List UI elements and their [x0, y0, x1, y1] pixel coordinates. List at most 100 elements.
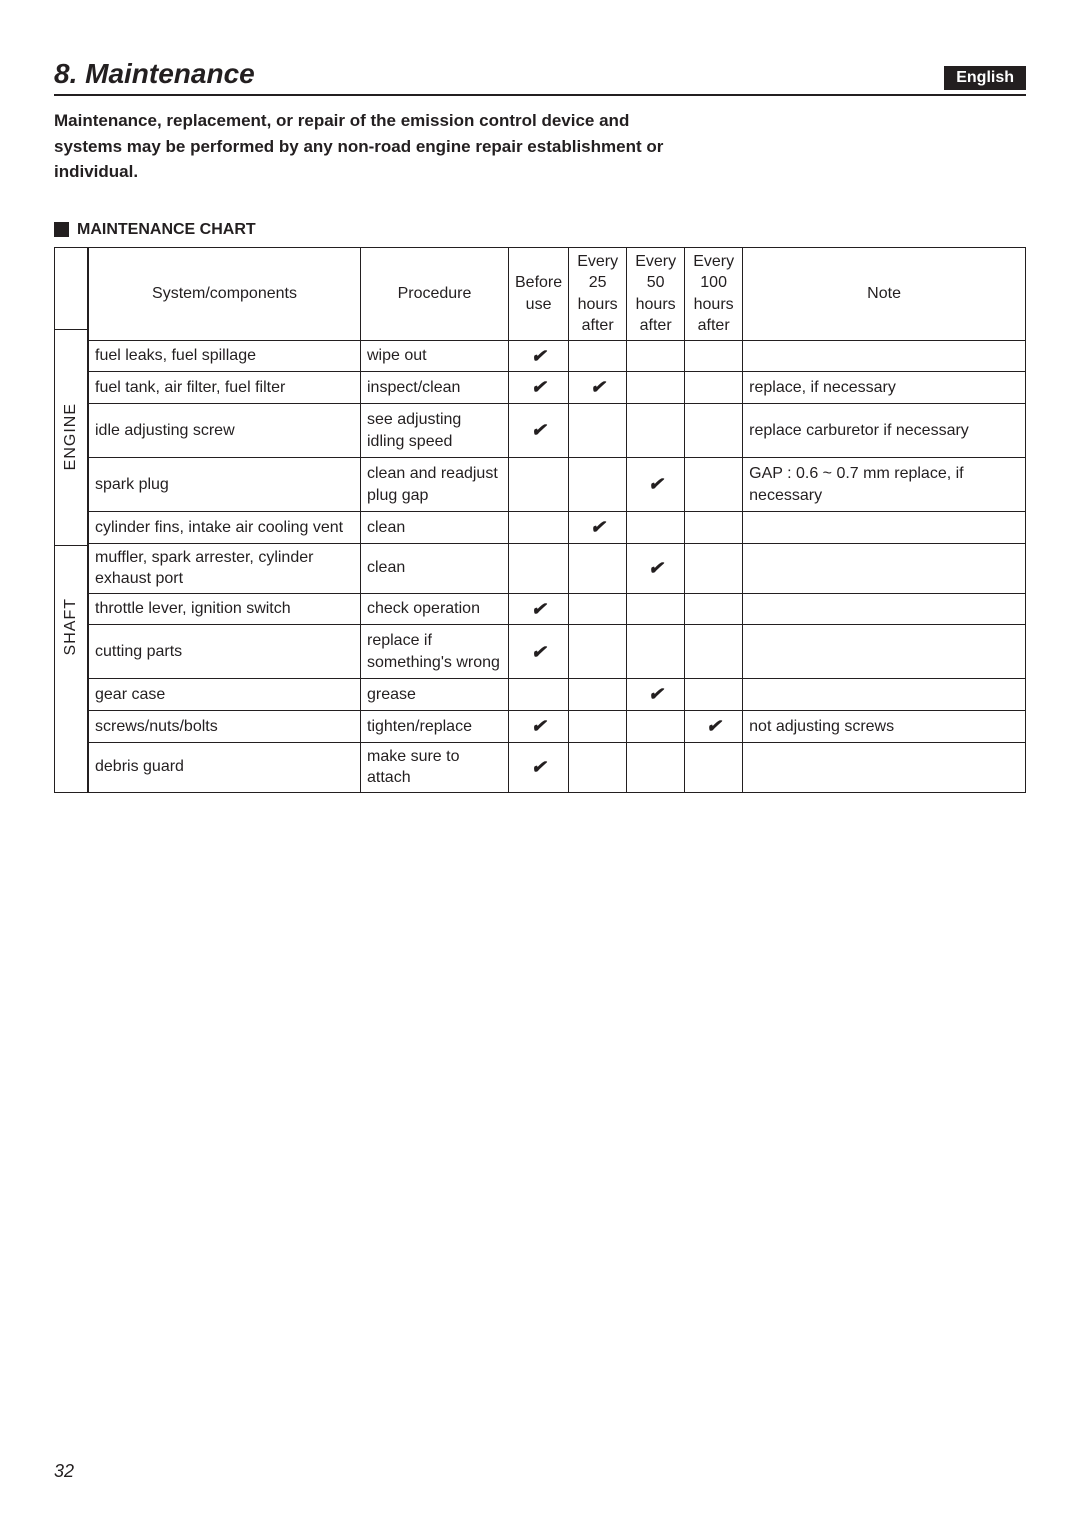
table-cell [743, 625, 1026, 679]
table-cell [743, 742, 1026, 792]
col-100h: Every 100 hours after [685, 247, 743, 340]
check-cell: ✔ [509, 404, 569, 458]
col-before: Before use [509, 247, 569, 340]
col-50h: Every 50 hours after [627, 247, 685, 340]
check-cell [627, 742, 685, 792]
table-cell: not adjusting screws [743, 711, 1026, 743]
check-cell [685, 593, 743, 625]
table-row: idle adjusting screwsee adjusting idling… [89, 404, 1026, 458]
check-cell [569, 404, 627, 458]
col-system: System/components [89, 247, 361, 340]
check-cell: ✔ [509, 742, 569, 792]
group-label-text: SHAFT [62, 598, 80, 655]
table-row: fuel leaks, fuel spillagewipe out ✔ [89, 340, 1026, 372]
table-row: cylinder fins, intake air cooling ventcl… [89, 512, 1026, 544]
table-cell: see adjusting idling speed [361, 404, 509, 458]
side-header-blank [55, 248, 87, 330]
square-bullet-icon [54, 222, 69, 237]
check-cell [685, 543, 743, 593]
section-title: 8. Maintenance [54, 58, 255, 90]
check-icon: ✔ [590, 517, 605, 537]
table-cell [743, 543, 1026, 593]
chart-label: MAINTENANCE CHART [54, 221, 1026, 239]
table-cell: fuel leaks, fuel spillage [89, 340, 361, 372]
check-cell: ✔ [627, 679, 685, 711]
check-icon: ✔ [531, 716, 546, 736]
check-cell [627, 512, 685, 544]
table-cell: make sure to attach [361, 742, 509, 792]
check-cell [569, 458, 627, 512]
table-cell: check operation [361, 593, 509, 625]
table-cell: debris guard [89, 742, 361, 792]
table-cell [743, 679, 1026, 711]
check-cell: ✔ [509, 340, 569, 372]
check-cell [569, 679, 627, 711]
check-cell: ✔ [509, 372, 569, 404]
table-row: gear casegrease✔ [89, 679, 1026, 711]
table-cell: GAP : 0.6 ~ 0.7 mm replace, if necessary [743, 458, 1026, 512]
check-icon: ✔ [531, 377, 546, 397]
check-cell [509, 458, 569, 512]
table-cell: tighten/replace [361, 711, 509, 743]
check-cell [569, 543, 627, 593]
table-row: spark plugclean and readjust plug gap ✔ GA… [89, 458, 1026, 512]
table-row: cutting partsreplace if something's wron… [89, 625, 1026, 679]
intro-text: Maintenance, replacement, or repair of t… [54, 108, 674, 185]
check-cell [569, 711, 627, 743]
table-cell: throttle lever, ignition switch [89, 593, 361, 625]
check-cell [509, 679, 569, 711]
group-label: ENGINE [55, 330, 87, 546]
check-cell [685, 679, 743, 711]
table-cell [743, 340, 1026, 372]
table-cell: replace, if necessary [743, 372, 1026, 404]
check-cell [627, 404, 685, 458]
check-cell: ✔ [509, 593, 569, 625]
chart-label-text: MAINTENANCE CHART [77, 221, 256, 239]
table-row: muffler, spark arrester, cylinder exhaus… [89, 543, 1026, 593]
check-cell: ✔ [509, 625, 569, 679]
check-icon: ✔ [531, 599, 546, 619]
page-number: 32 [54, 1461, 74, 1482]
check-cell [685, 340, 743, 372]
check-cell [569, 340, 627, 372]
check-icon: ✔ [706, 716, 721, 736]
check-icon: ✔ [590, 377, 605, 397]
check-cell [685, 404, 743, 458]
check-icon: ✔ [648, 474, 663, 494]
maintenance-table: System/components Procedure Before use E… [88, 247, 1026, 793]
table-cell: clean [361, 512, 509, 544]
check-icon: ✔ [531, 757, 546, 777]
check-cell: ✔ [569, 512, 627, 544]
col-note: Note [743, 247, 1026, 340]
table-cell: spark plug [89, 458, 361, 512]
check-cell: ✔ [627, 543, 685, 593]
check-cell: ✔ [627, 458, 685, 512]
table-row: screws/nuts/boltstighten/replace ✔ ✔ not ad… [89, 711, 1026, 743]
table-cell: wipe out [361, 340, 509, 372]
check-cell [509, 543, 569, 593]
check-cell: ✔ [569, 372, 627, 404]
check-cell [569, 593, 627, 625]
table-cell: muffler, spark arrester, cylinder exhaus… [89, 543, 361, 593]
col-25h: Every 25 hours after [569, 247, 627, 340]
check-cell [685, 742, 743, 792]
table-row: throttle lever, ignition switchcheck ope… [89, 593, 1026, 625]
check-cell [627, 593, 685, 625]
check-cell [627, 625, 685, 679]
check-cell: ✔ [685, 711, 743, 743]
table-cell: fuel tank, air filter, fuel filter [89, 372, 361, 404]
group-label: SHAFT [55, 546, 87, 708]
check-icon: ✔ [648, 558, 663, 578]
table-cell: clean [361, 543, 509, 593]
check-cell [685, 372, 743, 404]
table-cell [743, 512, 1026, 544]
check-cell [685, 458, 743, 512]
table-cell: screws/nuts/bolts [89, 711, 361, 743]
check-icon: ✔ [531, 642, 546, 662]
check-cell [627, 711, 685, 743]
table-cell: replace if something's wrong [361, 625, 509, 679]
check-icon: ✔ [531, 346, 546, 366]
table-cell: clean and readjust plug gap [361, 458, 509, 512]
check-icon: ✔ [648, 684, 663, 704]
table-cell: inspect/clean [361, 372, 509, 404]
